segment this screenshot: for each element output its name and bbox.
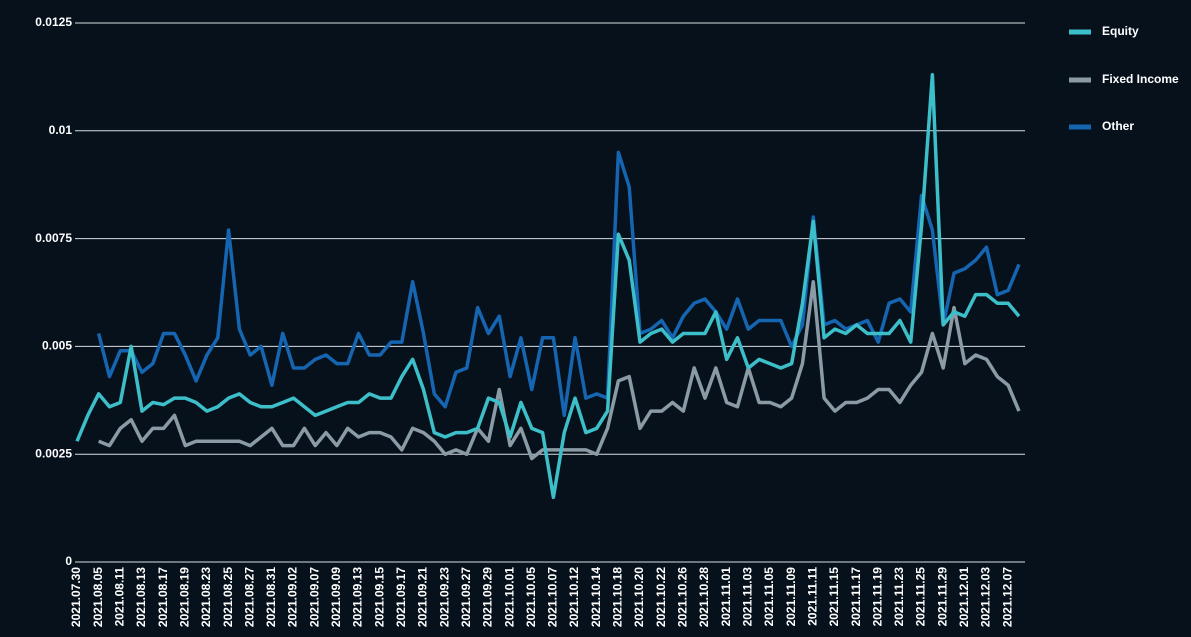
y-tick-label: 0.0025 bbox=[35, 446, 72, 460]
x-tick-label: 2021.08.31 bbox=[264, 567, 278, 627]
x-tick-label: 2021.10.14 bbox=[589, 567, 603, 627]
x-tick-label: 2021.11.05 bbox=[762, 567, 776, 627]
y-tick-label: 0 bbox=[65, 554, 72, 568]
x-tick-label: 2021.09.15 bbox=[372, 567, 386, 627]
x-tick-label: 2021.11.25 bbox=[914, 567, 928, 627]
legend-swatch bbox=[1069, 124, 1091, 130]
x-tick-label: 2021.11.29 bbox=[935, 567, 949, 627]
x-tick-label: 2021.10.12 bbox=[567, 567, 581, 627]
x-tick-label: 2021.07.30 bbox=[69, 567, 83, 627]
x-tick-label: 2021.11.03 bbox=[740, 567, 754, 627]
x-tick-label: 2021.09.09 bbox=[329, 567, 343, 627]
x-tick-label: 2021.09.02 bbox=[286, 567, 300, 627]
x-tick-label: 2021.10.22 bbox=[654, 567, 668, 627]
x-tick-label: 2021.12.07 bbox=[1000, 567, 1014, 627]
x-tick-label: 2021.09.07 bbox=[307, 567, 321, 627]
legend-label: Equity bbox=[1102, 24, 1139, 38]
series-line bbox=[75, 72, 1021, 500]
x-tick-label: 2021.08.13 bbox=[134, 567, 148, 627]
legend-label: Fixed Income bbox=[1102, 72, 1179, 86]
x-tick-label: 2021.09.29 bbox=[481, 567, 495, 627]
x-tick-label: 2021.11.01 bbox=[719, 567, 733, 627]
x-tick-label: 2021.08.17 bbox=[156, 567, 170, 627]
x-tick-label: 2021.12.03 bbox=[979, 567, 993, 627]
x-tick-label: 2021.11.15 bbox=[827, 567, 841, 627]
legend-label: Other bbox=[1102, 119, 1134, 133]
y-tick-label: 0.005 bbox=[42, 339, 72, 353]
y-tick-label: 0.0125 bbox=[35, 15, 72, 29]
x-tick-label: 2021.09.13 bbox=[351, 567, 365, 627]
series-line bbox=[96, 150, 1021, 418]
x-tick-label: 2021.10.26 bbox=[676, 567, 690, 627]
y-tick-label: 0.01 bbox=[49, 123, 73, 137]
x-tick-label: 2021.11.19 bbox=[870, 567, 884, 627]
x-tick-label: 2021.10.20 bbox=[632, 567, 646, 627]
x-tick-label: 2021.09.23 bbox=[437, 567, 451, 627]
x-tick-label: 2021.11.23 bbox=[892, 567, 906, 627]
x-tick-label: 2021.11.17 bbox=[849, 567, 863, 627]
series-line bbox=[98, 279, 1021, 461]
x-tick-label: 2021.10.05 bbox=[524, 567, 538, 627]
x-tick-label: 2021.08.23 bbox=[199, 567, 213, 627]
x-tick-label: 2021.08.27 bbox=[242, 567, 256, 627]
x-tick-label: 2021.08.11 bbox=[112, 567, 126, 627]
x-tick-label: 2021.11.11 bbox=[805, 567, 819, 626]
x-tick-label: 2021.09.21 bbox=[416, 567, 430, 627]
legend-swatch bbox=[1069, 29, 1091, 35]
x-tick-label: 2021.12.01 bbox=[957, 567, 971, 627]
y-tick-label: 0.0075 bbox=[35, 231, 72, 245]
x-tick-label: 2021.09.17 bbox=[394, 567, 408, 627]
x-tick-label: 2021.08.19 bbox=[177, 567, 191, 627]
x-tick-label: 2021.08.25 bbox=[221, 567, 235, 627]
x-tick-label: 2021.10.07 bbox=[546, 567, 560, 627]
x-tick-label: 2021.10.28 bbox=[697, 567, 711, 627]
x-tick-label: 2021.11.09 bbox=[784, 567, 798, 627]
x-tick-label: 2021.10.18 bbox=[611, 567, 625, 627]
x-tick-label: 2021.09.27 bbox=[459, 567, 473, 627]
x-tick-label: 2021.08.05 bbox=[91, 567, 105, 627]
x-tick-label: 2021.10.01 bbox=[502, 567, 516, 627]
legend-swatch bbox=[1069, 77, 1091, 83]
